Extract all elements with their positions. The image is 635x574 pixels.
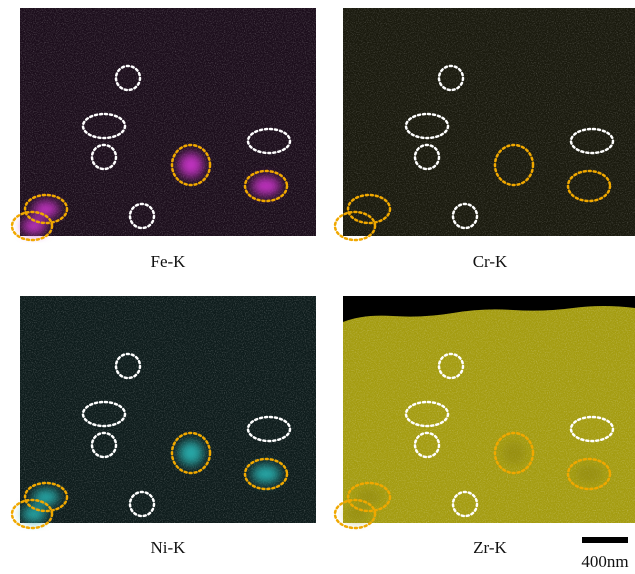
cr-map bbox=[335, 8, 635, 240]
panel-label: Zr-K bbox=[473, 538, 507, 557]
zr-map bbox=[335, 296, 635, 528]
scale-bar-label: 400nm bbox=[581, 552, 628, 571]
scale-bar bbox=[582, 537, 628, 543]
panel-label: Ni-K bbox=[151, 538, 187, 557]
fe-map bbox=[12, 8, 316, 240]
panel-label: Cr-K bbox=[473, 252, 508, 271]
ni-map bbox=[12, 296, 316, 528]
figure: Fe-K Cr-K Ni-K Zr-K 400nm bbox=[0, 0, 635, 574]
panel-label: Fe-K bbox=[151, 252, 187, 271]
